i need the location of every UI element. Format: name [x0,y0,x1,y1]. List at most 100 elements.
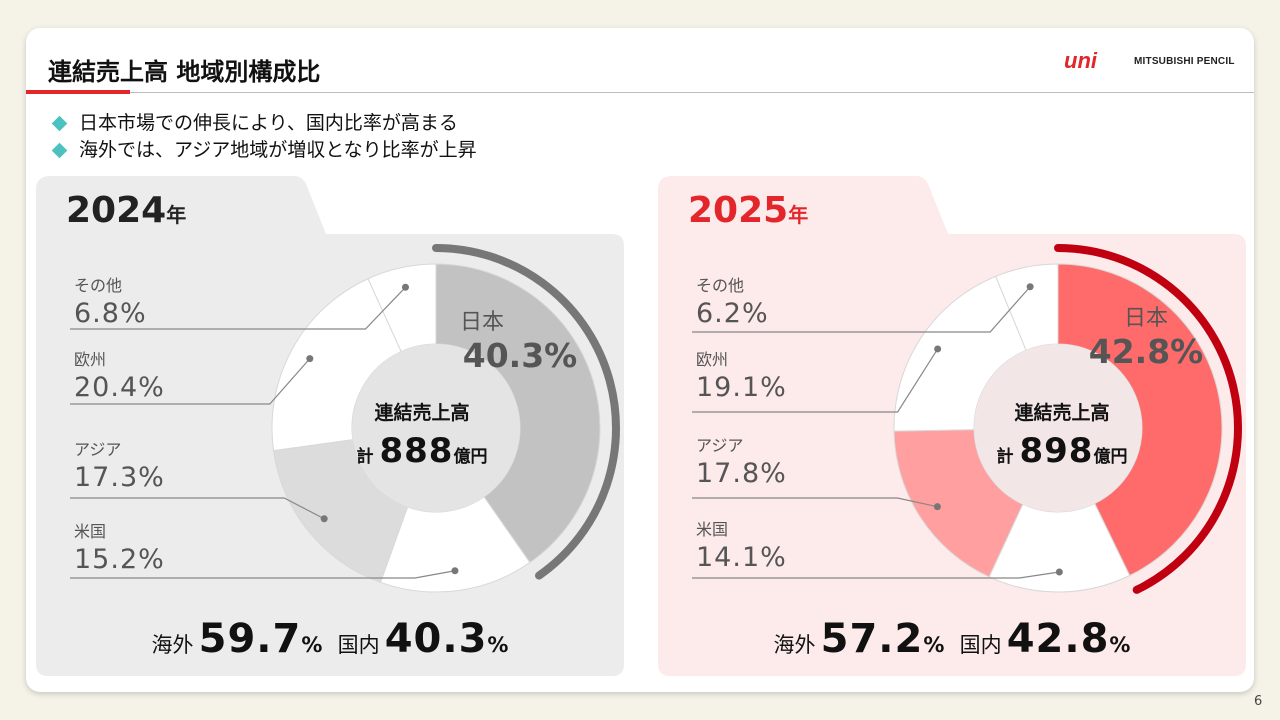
label-japan: 日本 [442,304,522,336]
center-value: 898 [1019,431,1094,471]
label-pct: 14.1% [696,542,787,573]
bullet-item: 日本市場での伸長により、国内比率が高まる [50,110,477,137]
bullet-item: 海外では、アジア地域が増収となり比率が上昇 [50,137,477,164]
overseas-value: 57.2 [820,616,924,662]
overseas-label: 海外 [151,633,194,657]
donut-center-text: 連結売上高 計 898億円 [976,398,1148,471]
label-europe: 欧州 20.4% [74,346,165,403]
uni-logo-mark: uni [1064,51,1098,71]
bullet-text: 日本市場での伸長により、国内比率が高まる [79,112,458,134]
donut-hole [352,344,520,512]
donut-slice-0 [1057,263,1223,577]
japan-pct: 40.3% [462,336,578,375]
diamond-bullet-icon [51,142,68,159]
japan-highlight-arc [1054,244,1242,594]
center-unit: 億円 [1093,447,1128,467]
donut-slice-4 [367,263,437,353]
label-asia: アジア 17.3% [74,436,165,493]
leader-dot-asia [933,503,941,511]
donut-chart-2024 [70,244,620,593]
year-number: 2025 [688,190,789,231]
label-other: その他 6.2% [696,272,769,329]
leader-line-europe [692,348,939,413]
label-usa: 米国 15.2% [74,518,165,575]
center-unit: 億円 [453,447,488,467]
leader-dot-usa [1055,568,1063,576]
leader-dot-usa [451,567,459,575]
panel-2024: 2024年 その他 6.8% 欧州 20.4% アジア 17.3% 米国 15.… [36,176,624,676]
year-unit: 年 [166,203,187,227]
panel-2025: 2025年 その他 6.2% 欧州 19.1% アジア 17.8% 米国 14.… [658,176,1246,676]
japan-highlight-arc [432,244,620,580]
percent-sign: % [1109,633,1131,657]
overseas-domestic-summary: 海外 57.2% 国内 42.8% [658,616,1246,662]
label-pct: 20.4% [74,372,165,403]
leader-line-other [692,286,1031,333]
label-name: アジア [74,440,122,459]
center-prefix: 計 [996,447,1014,467]
label-name: 米国 [74,522,107,541]
center-total: 計 898億円 [976,431,1148,471]
year-unit: 年 [788,203,809,227]
label-pct: 15.2% [74,544,165,575]
leader-line-asia [692,497,938,508]
title-divider [26,92,1254,93]
leader-dot-europe [306,355,314,363]
donut-center-text: 連結売上高 計 888億円 [336,398,508,471]
label-pct: 17.8% [696,458,787,489]
domestic-value: 42.8 [1006,616,1110,662]
year-heading: 2024年 [66,190,186,231]
overseas-domestic-summary: 海外 59.7% 国内 40.3% [36,616,624,662]
logo-text: MITSUBISHI PENCIL [1134,55,1235,67]
percent-sign: % [923,633,945,657]
label-pct: 19.1% [696,372,787,403]
leader-dot-asia [320,515,328,523]
year-number: 2024 [66,190,167,231]
leader-dot-other [1026,283,1034,291]
label-name: その他 [74,276,123,295]
leader-line-other [70,286,406,330]
domestic-value: 40.3 [384,616,488,662]
leader-line-europe [70,358,311,405]
overseas-value: 59.7 [198,616,302,662]
japan-name: 日本 [1123,306,1168,331]
label-europe: 欧州 19.1% [696,346,787,403]
donut-hole [974,344,1142,512]
leader-line-usa [692,571,1060,579]
leader-dot-other [401,283,409,291]
label-japan: 日本 [1106,300,1186,332]
label-name: その他 [696,276,745,295]
svg-text:uni: uni [1064,51,1098,71]
leader-line-usa [70,570,456,579]
japan-name: 日本 [459,310,504,335]
label-name: アジア [696,436,744,455]
label-name: 欧州 [74,350,107,369]
center-total: 計 888億円 [336,431,508,471]
center-title: 連結売上高 [374,402,470,424]
label-name: 米国 [696,520,729,539]
label-name: 欧州 [696,350,729,369]
label-pct: 17.3% [74,462,165,493]
label-usa: 米国 14.1% [696,516,787,573]
percent-sign: % [487,633,509,657]
slide-title: 連結売上高 地域別構成比 [48,58,321,86]
center-prefix: 計 [356,447,374,467]
label-japan-pct: 40.3% [450,334,590,375]
label-japan-pct: 42.8% [1076,330,1216,371]
diamond-bullet-icon [51,115,68,132]
center-value: 888 [379,431,454,471]
center-title: 連結売上高 [1014,402,1110,424]
domestic-label: 国内 [959,633,1002,657]
page-number: 6 [1254,694,1263,709]
percent-sign: % [301,633,323,657]
bullet-text: 海外では、アジア地域が増収となり比率が上昇 [79,139,477,161]
overseas-label: 海外 [773,633,816,657]
company-logo: uni MITSUBISHI PENCIL [1064,50,1235,72]
label-pct: 6.8% [74,298,147,329]
title-accent-bar [26,90,130,94]
label-other: その他 6.8% [74,272,147,329]
label-pct: 6.2% [696,298,769,329]
bullet-list: 日本市場での伸長により、国内比率が高まる 海外では、アジア地域が増収となり比率が… [50,110,477,164]
japan-pct: 42.8% [1088,332,1204,371]
leader-dot-europe [934,345,942,353]
